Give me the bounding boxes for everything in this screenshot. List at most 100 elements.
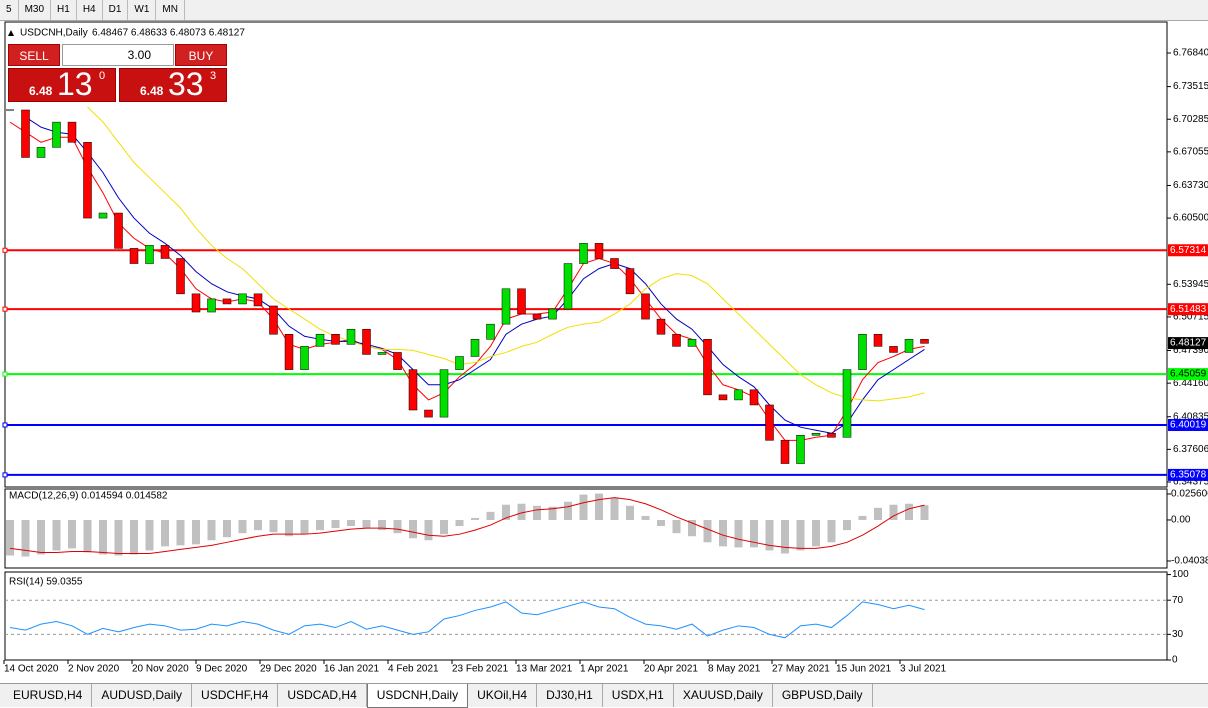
- bid-price[interactable]: 6.48 13 0: [8, 66, 116, 102]
- candle: [889, 346, 898, 353]
- macd-bar: [192, 519, 200, 545]
- macd-bar: [316, 519, 324, 531]
- candle: [641, 293, 650, 320]
- date-label: 15 Jun 2021: [836, 664, 891, 675]
- symbol-title: USDCNH,Daily: [20, 28, 88, 39]
- macd-bar: [796, 519, 805, 551]
- timeframe-button[interactable]: D1: [103, 0, 129, 20]
- symbol-quote: 6.48467 6.48633 6.48073 6.48127: [92, 28, 245, 39]
- candle: [408, 369, 418, 411]
- candle: [269, 305, 278, 335]
- macd-bar: [734, 519, 743, 548]
- level-label-box: [1168, 418, 1208, 431]
- candle: [346, 328, 356, 345]
- rsi-title: RSI(14) 59.0355: [9, 577, 83, 588]
- macd-bar: [378, 519, 386, 531]
- macd-bar: [455, 519, 464, 527]
- macd-bar: [703, 519, 712, 543]
- macd-tick-label: -0.040380: [1171, 556, 1208, 567]
- macd-bar: [254, 519, 262, 531]
- macd-bar: [145, 519, 154, 551]
- timeframe-button[interactable]: MN: [156, 0, 185, 20]
- candle: [253, 293, 263, 307]
- level-anchor: [2, 472, 8, 478]
- candle: [486, 323, 495, 340]
- buy-button[interactable]: BUY: [175, 44, 227, 66]
- chart-tab[interactable]: USDCHF,H4: [192, 684, 279, 707]
- price-tick-label: 6.50715: [1173, 312, 1208, 323]
- lots-input[interactable]: 3.00: [62, 44, 174, 66]
- macd-bar: [300, 519, 309, 535]
- date-label: 3 Jul 2021: [900, 664, 947, 675]
- macd-bar: [238, 519, 247, 534]
- chart-tab[interactable]: USDX,H1: [603, 684, 674, 707]
- price-tick-label: 6.67055: [1173, 147, 1208, 158]
- ask-pips: 33: [168, 66, 204, 102]
- level-label-box: [1168, 303, 1208, 316]
- candle: [532, 313, 542, 320]
- level-anchor: [2, 306, 8, 312]
- candle: [439, 369, 449, 418]
- candle: [501, 288, 511, 325]
- chart-tab[interactable]: DJ30,H1: [537, 684, 603, 707]
- chart-window: USDCNH,Daily 6.48467 6.48633 6.48073 6.48…: [2, 21, 1208, 675]
- candle: [470, 339, 480, 357]
- macd-bar: [409, 519, 417, 539]
- macd-bar: [347, 519, 355, 527]
- candle: [811, 433, 821, 436]
- candle: [331, 334, 340, 345]
- chart-tab[interactable]: EURUSD,H4: [4, 684, 93, 707]
- price-tick-label: 6.76840: [1173, 48, 1208, 59]
- macd-bar: [6, 519, 14, 556]
- candle: [424, 409, 433, 418]
- rsi-tick-label: 70: [1172, 595, 1184, 606]
- date-label: 9 Dec 2020: [196, 664, 248, 675]
- chart-tab[interactable]: GBPUSD,Daily: [773, 684, 873, 707]
- pane-frame: [4, 571, 1168, 661]
- macd-bar: [52, 519, 61, 551]
- timeframe-button[interactable]: H4: [77, 0, 103, 20]
- macd-bar: [502, 504, 510, 520]
- candle: [52, 121, 61, 148]
- current-price-label: 6.48127: [1170, 338, 1207, 349]
- macd-bar: [827, 519, 836, 543]
- macd-bar: [83, 519, 92, 553]
- candle: [625, 268, 635, 295]
- rsi-tick-label: 100: [1172, 569, 1189, 580]
- candle: [129, 248, 139, 264]
- candle: [579, 243, 588, 264]
- candle: [300, 346, 309, 370]
- macd-bar: [114, 519, 123, 556]
- timeframe-button[interactable]: 5: [0, 0, 19, 20]
- candle: [718, 394, 728, 401]
- chart-tab[interactable]: XAUUSD,Daily: [674, 684, 773, 707]
- chart-tab[interactable]: USDCAD,H4: [278, 684, 367, 707]
- macd-bar: [161, 519, 169, 547]
- macd-bar: [750, 519, 758, 548]
- candle: [734, 389, 743, 401]
- timeframe-button[interactable]: W1: [128, 0, 157, 20]
- level-label: 6.45059: [1170, 369, 1207, 380]
- macd-bar: [657, 519, 665, 527]
- ask-price[interactable]: 6.48 33 3: [119, 66, 227, 102]
- macd-bar: [781, 519, 789, 554]
- one-click-trading-panel: SELL 3.00 BUY 6.48 13 0 6.48 33 3: [8, 44, 227, 102]
- timeframe-button[interactable]: M30: [19, 0, 52, 20]
- candle: [656, 318, 666, 335]
- sell-button[interactable]: SELL: [8, 44, 60, 66]
- date-label: 2 Nov 2020: [68, 664, 120, 675]
- chart-tab[interactable]: USDCNH,Daily: [366, 684, 469, 708]
- macd-bar: [68, 519, 76, 549]
- candle: [222, 298, 232, 305]
- timeframe-button[interactable]: H1: [51, 0, 77, 20]
- chart-tab[interactable]: AUDUSD,Daily: [92, 684, 193, 707]
- macd-bar: [626, 505, 634, 520]
- price-tick-label: 6.37606: [1173, 444, 1208, 455]
- chart-tab[interactable]: UKOil,H4: [468, 684, 538, 707]
- macd-bar: [130, 519, 138, 555]
- candle: [176, 258, 185, 295]
- date-label: 1 Apr 2021: [580, 664, 629, 675]
- candle: [377, 352, 387, 355]
- ask-fraction: 3: [210, 70, 217, 82]
- candle: [455, 356, 464, 370]
